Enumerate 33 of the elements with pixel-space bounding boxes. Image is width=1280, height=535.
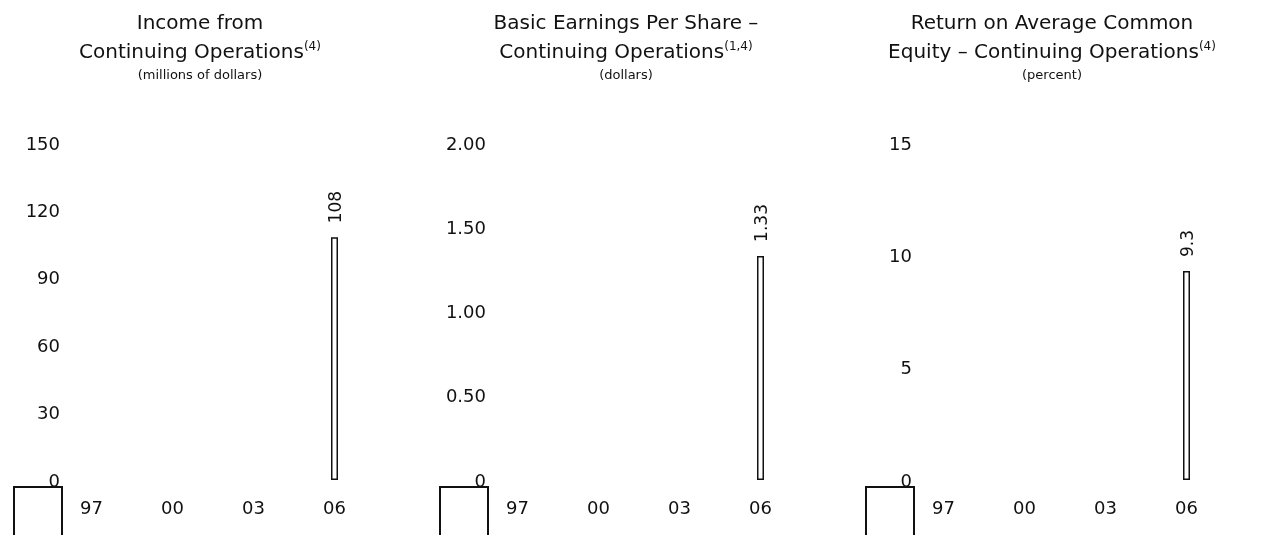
x-tick-label: 00: [587, 496, 610, 518]
y-tick-label: 10: [889, 244, 912, 266]
chart-title: Basic Earnings Per Share – Continuing Operations$^{(1,4)}$: [492, 9, 760, 65]
x-tick-label: 00: [1013, 496, 1036, 518]
x-tick-label: 97: [932, 496, 955, 518]
x-tick-label: 03: [668, 496, 691, 518]
y-tick-label: 120: [25, 199, 60, 221]
data-label: 9.3: [1176, 230, 1197, 258]
y-tick-label: 5: [900, 357, 912, 379]
x-tick-label: 06: [1175, 496, 1198, 518]
x-tick-label: 03: [1094, 496, 1117, 518]
x-tick-label: 97: [80, 496, 103, 518]
data-label: 108: [324, 190, 345, 224]
chart-title: Income from Continuing Operations$^{(4)}$: [78, 9, 322, 65]
y-tick-label: 15: [889, 132, 912, 154]
x-tick-label: 06: [749, 496, 772, 518]
y-tick-label: 0.50: [445, 385, 486, 407]
x-tick-label: 03: [242, 496, 265, 518]
x-tick-label: 97: [506, 496, 529, 518]
chart-title: Return on Average Common Equity – Continuing Operations$^{(4)}$: [887, 9, 1217, 65]
chart-subtitle: (percent): [1021, 66, 1083, 84]
y-tick-label: 30: [37, 402, 60, 424]
y-tick-label: 90: [37, 267, 60, 289]
y-tick-label: 150: [25, 132, 60, 154]
chart-subtitle: (millions of dollars): [136, 66, 264, 84]
y-tick-label: 1.50: [445, 216, 486, 238]
data-label: 1.33: [750, 204, 771, 242]
x-tick-label: 00: [161, 496, 184, 518]
chart-subtitle: (dollars): [598, 66, 654, 84]
y-tick-label: 1.00: [445, 301, 486, 322]
x-tick-label: 06: [323, 496, 346, 518]
y-tick-label: 2.00: [445, 132, 486, 154]
y-tick-label: 60: [37, 334, 60, 356]
